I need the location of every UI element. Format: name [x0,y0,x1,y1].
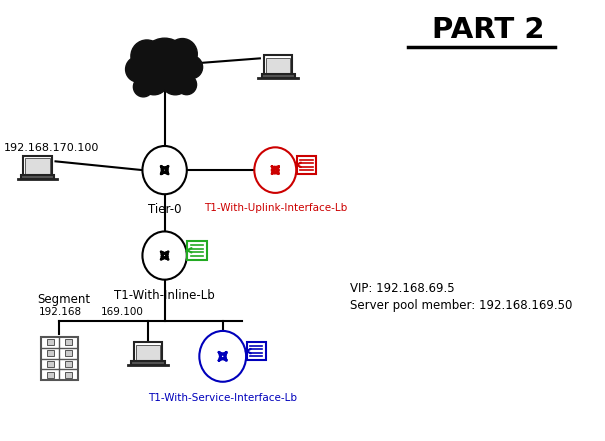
FancyBboxPatch shape [131,65,198,67]
Text: T1-With-Uplink-Interface-Lb: T1-With-Uplink-Interface-Lb [204,202,347,213]
Text: 192.168.170.100: 192.168.170.100 [4,143,100,153]
FancyBboxPatch shape [25,158,50,175]
FancyBboxPatch shape [41,336,77,381]
FancyBboxPatch shape [131,361,165,365]
FancyBboxPatch shape [134,342,162,363]
FancyBboxPatch shape [187,241,206,260]
FancyBboxPatch shape [296,156,316,174]
FancyBboxPatch shape [65,372,72,378]
FancyBboxPatch shape [261,75,295,78]
Ellipse shape [140,70,168,95]
FancyBboxPatch shape [266,58,290,74]
FancyBboxPatch shape [65,339,72,345]
Text: VIP: 192.168.69.5: VIP: 192.168.69.5 [350,282,454,295]
FancyBboxPatch shape [264,56,292,76]
Ellipse shape [168,38,197,69]
Ellipse shape [133,77,153,97]
Ellipse shape [126,56,151,82]
Ellipse shape [162,70,189,95]
Text: Server pool member: 192.168.169.50: Server pool member: 192.168.169.50 [350,299,572,313]
FancyBboxPatch shape [23,156,51,177]
FancyBboxPatch shape [246,342,266,360]
FancyBboxPatch shape [47,339,54,345]
FancyBboxPatch shape [21,175,54,179]
FancyBboxPatch shape [47,350,54,356]
Ellipse shape [142,232,187,280]
Text: Tier-0: Tier-0 [148,203,182,216]
Ellipse shape [142,146,187,194]
FancyBboxPatch shape [136,344,160,361]
Ellipse shape [142,38,188,83]
Ellipse shape [254,147,296,193]
Ellipse shape [131,40,163,72]
FancyBboxPatch shape [47,361,54,367]
Text: 192.168: 192.168 [39,307,82,317]
Text: T1-With-Inline-Lb: T1-With-Inline-Lb [114,289,215,302]
Text: T1-With-Service-Interface-Lb: T1-With-Service-Interface-Lb [148,393,297,403]
Text: PART 2: PART 2 [432,16,544,44]
FancyBboxPatch shape [65,350,72,356]
Text: Segment: Segment [38,293,91,306]
Text: 169.100: 169.100 [101,307,144,317]
Ellipse shape [180,56,203,78]
Ellipse shape [199,331,246,382]
Ellipse shape [177,75,197,95]
FancyBboxPatch shape [65,361,72,367]
FancyBboxPatch shape [47,372,54,378]
